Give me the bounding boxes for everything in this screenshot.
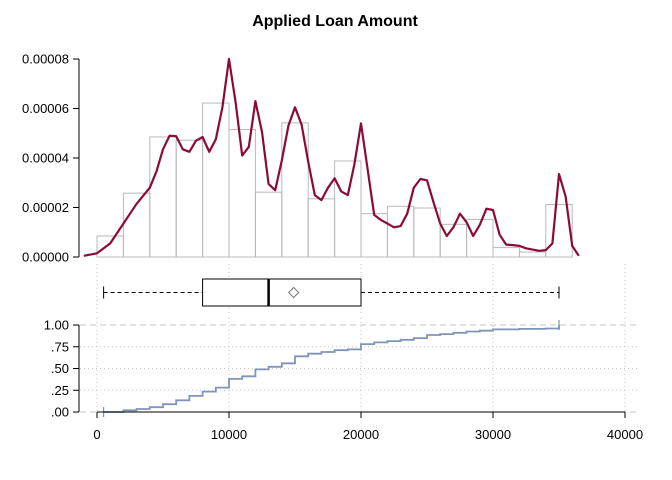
density-y-tick-label: 0.00008	[22, 52, 69, 67]
density-y-tick-label: 0.00006	[22, 101, 69, 116]
x-tick-label: 30000	[475, 427, 511, 442]
chart-title: Applied Loan Amount	[252, 13, 418, 30]
histogram-bar	[96, 235, 124, 258]
histogram-bar	[149, 136, 177, 258]
histogram-bar	[518, 251, 547, 258]
histogram-bar	[254, 191, 283, 258]
ecdf-y-tick-label: 1.00	[44, 318, 69, 333]
x-tick-label: 0	[93, 427, 100, 442]
ecdf-step-line	[103, 325, 560, 413]
density-panel: 0.00000 0.00002 0.00004 0.00006 0.00008	[22, 52, 580, 265]
ecdf-y-tick-label: .00	[51, 405, 69, 420]
histogram-bar	[413, 207, 441, 258]
x-tick-label: 20000	[343, 427, 379, 442]
ecdf-y-tick-label: .75	[51, 339, 69, 354]
x-tick-label: 40000	[607, 427, 643, 442]
ecdf-y-tick-label: .25	[51, 383, 69, 398]
density-y-tick-label: 0.00004	[22, 151, 69, 166]
ecdf-y-tick-label: .50	[51, 361, 69, 376]
density-y-tick-label: 0.00002	[22, 200, 69, 215]
x-tick-label: 10000	[211, 427, 247, 442]
box-mean-marker	[287, 286, 300, 299]
density-curve	[83, 57, 580, 257]
boxplot-panel	[96, 264, 626, 314]
histogram-bar	[386, 205, 415, 258]
histogram-bar	[545, 204, 573, 258]
histogram-bar	[202, 102, 230, 258]
histogram-bar	[281, 122, 309, 258]
histogram-bar	[466, 218, 494, 258]
density-y-tick-label: 0.00000	[22, 250, 69, 265]
box-iqr	[202, 278, 362, 307]
ecdf-panel: .00 .25 .50 .75 1.00 0 10000 20000 30000 40000	[44, 318, 643, 443]
histogram-bar	[307, 198, 336, 258]
histogram-bar	[175, 139, 204, 258]
histogram-bar	[492, 247, 520, 258]
histogram-bar	[334, 160, 362, 258]
